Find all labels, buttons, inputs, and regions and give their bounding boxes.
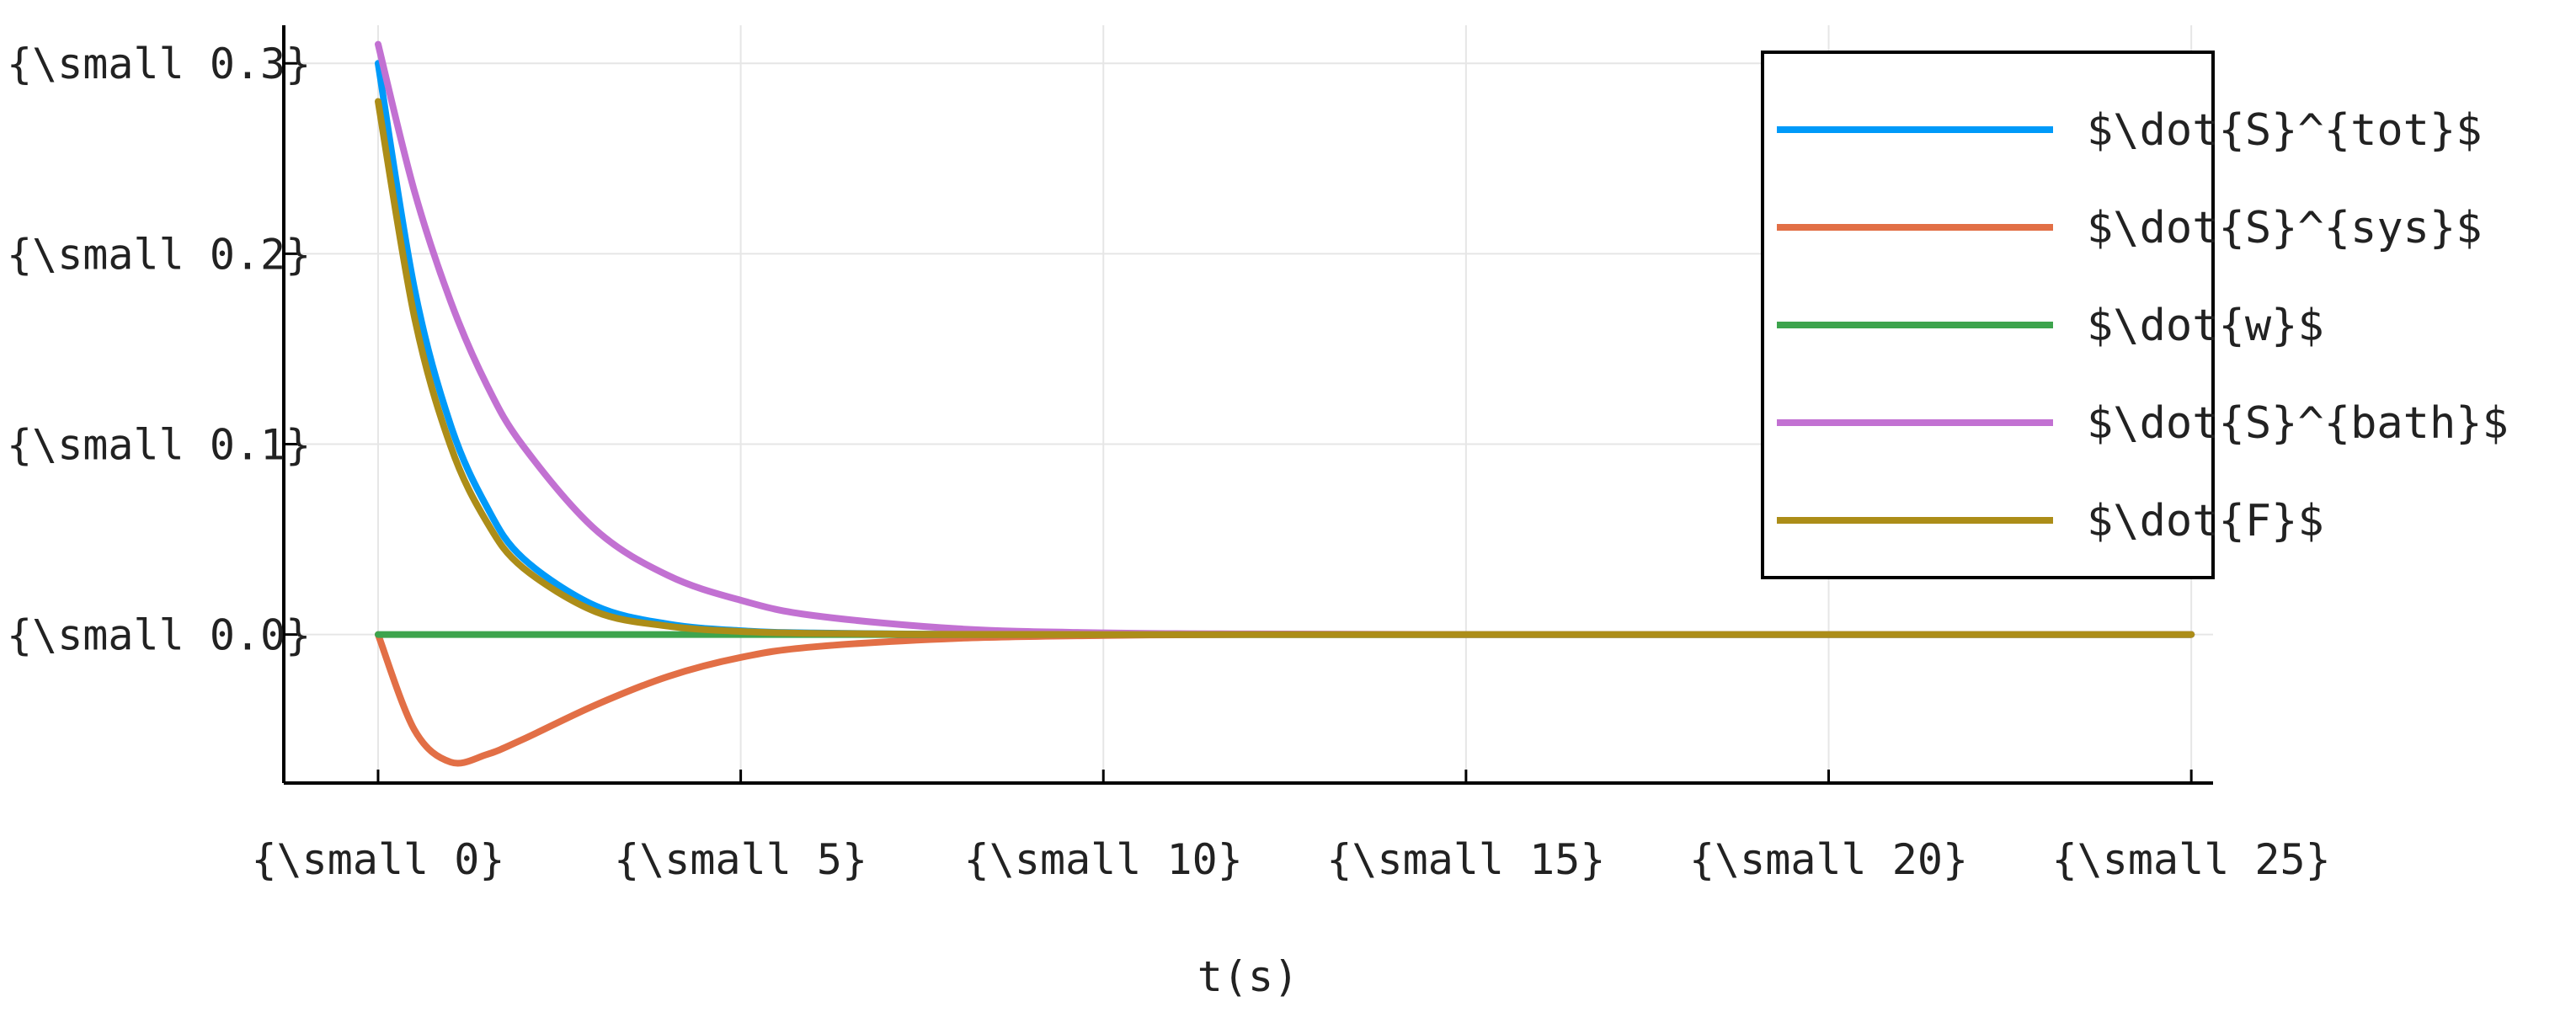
- y-tick-label-1: {\small 0.1}: [7, 420, 311, 469]
- axes: [282, 25, 2213, 785]
- series-line-1: [375, 631, 2195, 767]
- y-tick-label-0: {\small 0.0}: [7, 611, 311, 660]
- x-tick-label-3: {\small 15}: [1326, 835, 1605, 884]
- legend-label-0: $\dot{S}^{tot}$: [2087, 105, 2483, 156]
- legend-label-4: $\dot{F}$: [2087, 496, 2324, 546]
- y-tick-label-2: {\small 0.2}: [7, 230, 311, 279]
- x-axis-ticks: {\small 0} {\small 5} {\small 10} {\small 1…: [251, 770, 2331, 884]
- x-tick-label-2: {\small 10}: [964, 835, 1243, 884]
- y-tick-label-3: {\small 0.3}: [7, 40, 311, 88]
- legend: $\dot{S}^{tot}$ $\dot{S}^{sys}$ $\dot{w}$ $…: [1761, 51, 2509, 579]
- series-lines: [375, 40, 2195, 767]
- legend-label-1: $\dot{S}^{sys}$: [2087, 203, 2483, 253]
- x-tick-label-0: {\small 0}: [251, 835, 504, 884]
- legend-box: [1761, 51, 2215, 579]
- series-line-4: [375, 98, 2195, 638]
- y-axis-ticks: {\small 0.0} {\small 0.1} {\small 0.2} {\sm…: [7, 40, 311, 659]
- legend-label-3: $\dot{S}^{bath}$: [2087, 398, 2509, 449]
- x-axis-label: t(s): [1197, 952, 1299, 1001]
- legend-label-2: $\dot{w}$: [2087, 301, 2324, 351]
- x-tick-label-1: {\small 5}: [614, 835, 867, 884]
- x-tick-label-4: {\small 20}: [1689, 835, 1968, 884]
- x-tick-label-5: {\small 25}: [2052, 835, 2331, 884]
